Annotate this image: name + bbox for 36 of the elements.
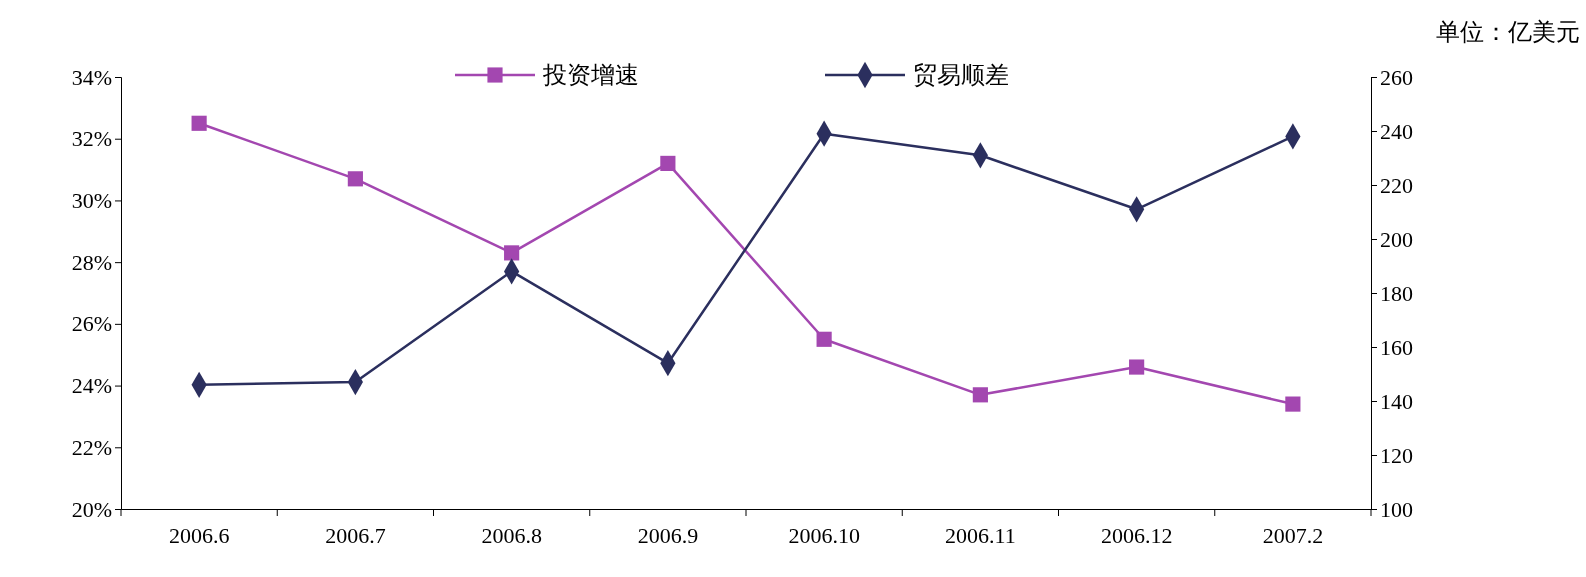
y2-tick-label: 260 xyxy=(1380,64,1413,90)
y2-tick-label: 220 xyxy=(1380,172,1413,198)
point xyxy=(347,171,363,187)
x-tick-label: 2006.8 xyxy=(481,522,542,548)
y2-tick-label: 100 xyxy=(1380,496,1413,522)
y2-tick-label: 160 xyxy=(1380,334,1413,360)
y-tick-label: 22% xyxy=(71,434,112,460)
y-tick-label: 30% xyxy=(71,187,112,213)
y2-tick-label: 240 xyxy=(1380,118,1413,144)
legend-label: 贸易顺差 xyxy=(913,61,1009,89)
x-tick-label: 2006.6 xyxy=(168,522,230,548)
x-tick-label: 2006.7 xyxy=(325,522,386,548)
x-tick-label: 2006.11 xyxy=(945,522,1016,548)
point xyxy=(660,155,676,171)
x-tick-label: 2006.9 xyxy=(637,522,699,548)
point xyxy=(504,245,520,261)
y-tick-label: 20% xyxy=(71,496,112,522)
y2-tick-label: 200 xyxy=(1380,226,1413,252)
y2-tick-label: 140 xyxy=(1380,388,1413,414)
legend-label: 投资增速 xyxy=(542,61,639,89)
y-tick-label: 32% xyxy=(71,126,112,152)
point xyxy=(191,115,207,131)
point xyxy=(972,387,988,403)
x-tick-label: 2007.2 xyxy=(1262,522,1324,548)
y2-tick-label: 120 xyxy=(1380,442,1413,468)
y-tick-label: 24% xyxy=(71,373,112,399)
x-tick-label: 2006.10 xyxy=(788,522,860,548)
y2-tick-label: 180 xyxy=(1380,280,1413,306)
y-tick-label: 26% xyxy=(71,311,112,337)
text: 单位：亿美元 xyxy=(1436,18,1580,46)
y-tick-label: 28% xyxy=(71,249,112,275)
point xyxy=(816,331,832,347)
y-tick-label: 34% xyxy=(71,64,112,90)
x-tick-label: 2006.12 xyxy=(1100,522,1173,548)
point xyxy=(1285,396,1301,412)
point xyxy=(1129,359,1145,375)
